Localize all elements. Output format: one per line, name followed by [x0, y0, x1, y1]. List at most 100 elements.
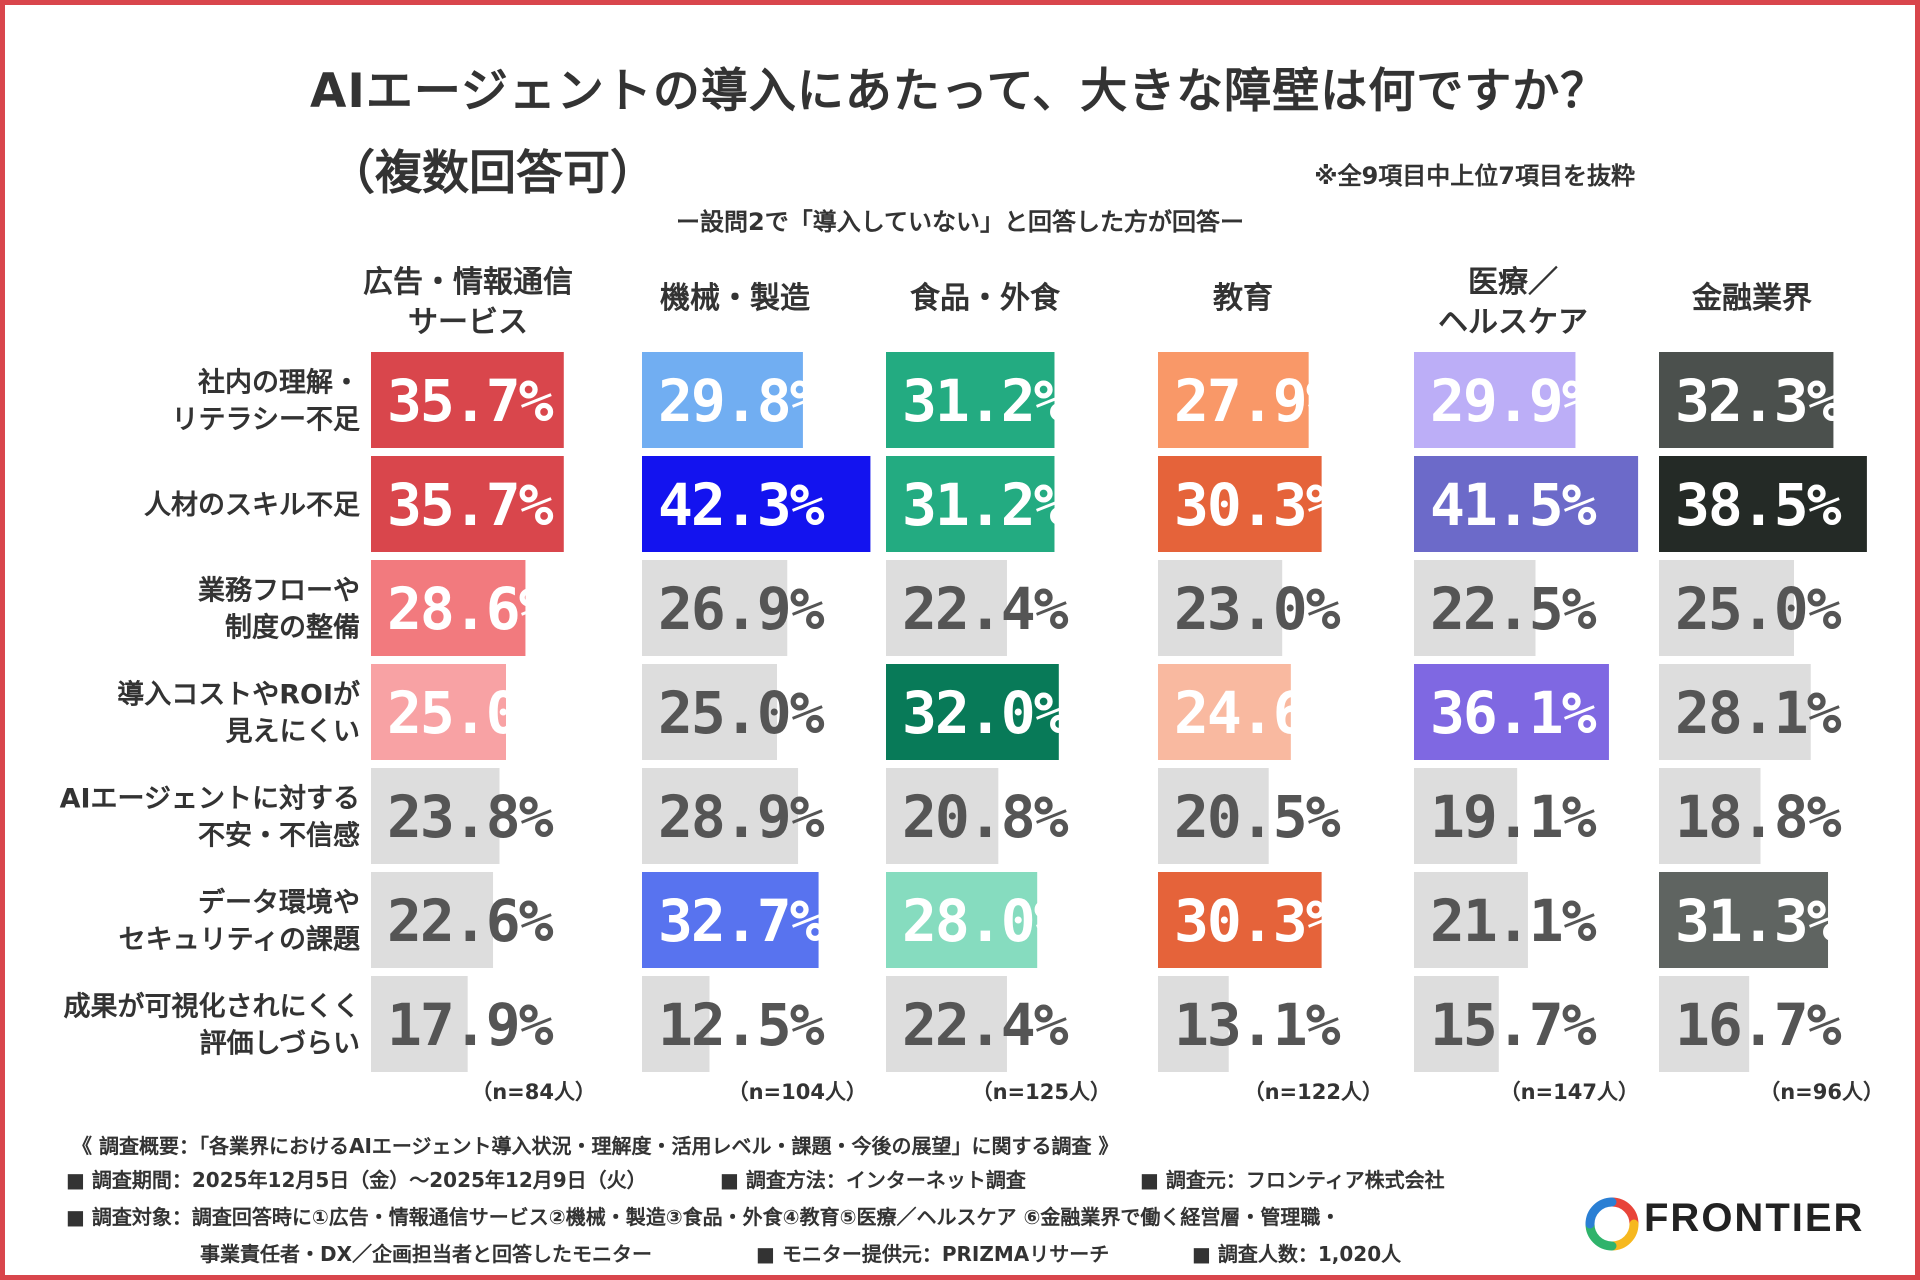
value-label: 23.8% — [387, 783, 554, 851]
value-label: 35.7% — [387, 471, 554, 539]
category-label: 業務フローや — [198, 576, 360, 607]
bar — [1414, 456, 1639, 552]
bar — [1158, 664, 1291, 760]
value-label: 25.0% — [1675, 575, 1842, 643]
bar — [1414, 560, 1536, 656]
value-label: 29.8% — [658, 367, 825, 435]
survey-count: ■ 調査人数：1,020人 — [1192, 1242, 1402, 1266]
value-label: 24.6% — [1174, 679, 1341, 747]
chart-subtitle: ー設問2で「導入していない」と回答した方が回答ー — [676, 208, 1244, 236]
series-header: 食品・外食 — [910, 281, 1061, 316]
survey-period: ■ 調査期間：2025年12月5日（金）〜2025年12月9日（火） — [66, 1168, 647, 1192]
value-label: 28.0% — [902, 887, 1069, 955]
bar — [1414, 664, 1609, 760]
bar — [642, 352, 803, 448]
bar — [642, 976, 710, 1072]
bar — [1158, 976, 1229, 1072]
category-label: 人材のスキル不足 — [144, 490, 360, 521]
category-label: 導入コストやROIが — [117, 679, 360, 711]
value-label: 25.0% — [387, 679, 554, 747]
sample-size-label: （n=147人） — [1500, 1080, 1639, 1104]
value-label: 28.6% — [387, 575, 554, 643]
value-label: 41.5% — [1430, 471, 1597, 539]
frontier-logo: FRONTIER — [1582, 1188, 1902, 1258]
category-label: AIエージェントに対する — [60, 784, 360, 815]
value-label: 36.1% — [1430, 679, 1597, 747]
bar — [886, 664, 1059, 760]
value-label: 16.7% — [1675, 991, 1842, 1059]
value-label: 22.6% — [387, 887, 554, 955]
value-label: 13.1% — [1174, 991, 1341, 1059]
value-label: 31.2% — [902, 367, 1069, 435]
bar — [371, 872, 494, 968]
bar — [642, 872, 819, 968]
value-label: 32.3% — [1675, 367, 1842, 435]
series-header: 医療／ — [1468, 265, 1558, 300]
value-label: 23.0% — [1174, 575, 1341, 643]
bar — [642, 456, 871, 552]
series-header: 機械・製造 — [660, 281, 810, 316]
value-label: 38.5% — [1675, 471, 1842, 539]
bar-chart: 社内の理解・リテラシー不足人材のスキル不足業務フローや制度の整備導入コストやRO… — [60, 265, 1884, 1104]
bar — [1158, 456, 1322, 552]
category-label: セキュリティの課題 — [119, 924, 361, 956]
value-label: 12.5% — [658, 991, 825, 1059]
bar — [1659, 456, 1867, 552]
value-label: 35.7% — [387, 367, 554, 435]
value-label: 31.2% — [902, 471, 1069, 539]
survey-source: ■ 調査元：フロンティア株式会社 — [1140, 1168, 1445, 1192]
value-label: 30.3% — [1174, 887, 1341, 955]
excerpt-note: ※全9項目中上位7項目を抜粋 — [1314, 162, 1635, 190]
category-label: 成果が可視化されにくく — [64, 991, 360, 1023]
bar — [1158, 872, 1322, 968]
sample-size-label: （n=125人） — [972, 1080, 1111, 1104]
series-header: サービス — [408, 305, 528, 340]
chart-title-sub: （複数回答可） — [328, 146, 657, 201]
category-label: 社内の理解・ — [198, 367, 360, 399]
frontier-logo-icon — [1585, 1197, 1639, 1251]
bar — [371, 456, 564, 552]
value-label: 18.8% — [1675, 783, 1842, 851]
value-label: 32.0% — [902, 679, 1069, 747]
bar — [1158, 352, 1309, 448]
bar — [886, 768, 999, 864]
bar — [886, 976, 1007, 1072]
bar — [1659, 768, 1761, 864]
sample-size-label: （n=84人） — [471, 1080, 596, 1104]
value-label: 15.7% — [1430, 991, 1597, 1059]
sample-size-label: （n=96人） — [1759, 1080, 1884, 1104]
bar — [1414, 872, 1528, 968]
bar — [1659, 352, 1834, 448]
bar — [1158, 560, 1283, 656]
value-label: 22.5% — [1430, 575, 1597, 643]
series-header: 教育 — [1213, 281, 1273, 316]
survey-target: ■ 調査対象：調査回答時に①広告・情報通信サービス②機械・製造③食品・外食④教育… — [66, 1205, 1341, 1229]
category-label: データ環境や — [198, 887, 360, 919]
series-header: ヘルスケア — [1438, 305, 1588, 340]
bar — [371, 976, 468, 1072]
value-label: 32.7% — [658, 887, 825, 955]
value-label: 31.3% — [1675, 887, 1842, 955]
value-label: 26.9% — [658, 575, 825, 643]
bar — [1158, 768, 1269, 864]
survey-method: ■ 調査方法：インターネット調査 — [720, 1168, 1026, 1192]
value-label: 42.3% — [658, 471, 825, 539]
value-label: 28.9% — [658, 783, 825, 851]
value-label: 22.4% — [902, 575, 1069, 643]
survey-target-cont: 事業責任者・DX／企画担当者と回答したモニター — [200, 1242, 653, 1266]
bar — [371, 664, 506, 760]
chart-title: AIエージェントの導入にあたって、大きな障壁は何ですか？ — [310, 64, 1609, 119]
category-label: 不安・不信感 — [198, 820, 360, 852]
bar — [886, 456, 1055, 552]
value-label: 20.8% — [902, 783, 1069, 851]
bar — [1659, 560, 1794, 656]
bar — [1414, 768, 1518, 864]
bar — [886, 352, 1055, 448]
value-label: 29.9% — [1430, 367, 1597, 435]
bar — [1659, 976, 1750, 1072]
sample-size-label: （n=104人） — [728, 1080, 867, 1104]
bar — [1659, 872, 1829, 968]
bar — [1414, 976, 1499, 1072]
bar — [1659, 664, 1811, 760]
